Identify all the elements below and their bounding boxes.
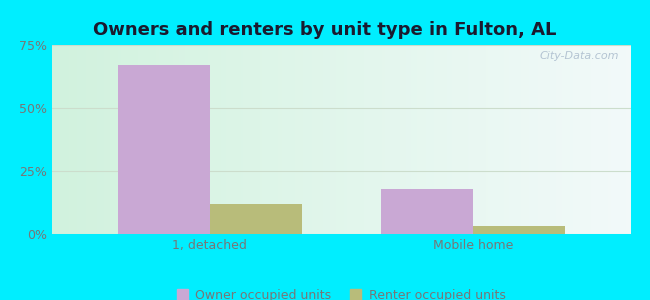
Bar — [381, 189, 473, 234]
Bar — [473, 226, 565, 234]
Legend: Owner occupied units, Renter occupied units: Owner occupied units, Renter occupied un… — [172, 284, 511, 300]
Bar — [118, 65, 210, 234]
Text: City-Data.com: City-Data.com — [540, 51, 619, 61]
Text: Owners and renters by unit type in Fulton, AL: Owners and renters by unit type in Fulto… — [94, 21, 556, 39]
Bar — [210, 204, 302, 234]
